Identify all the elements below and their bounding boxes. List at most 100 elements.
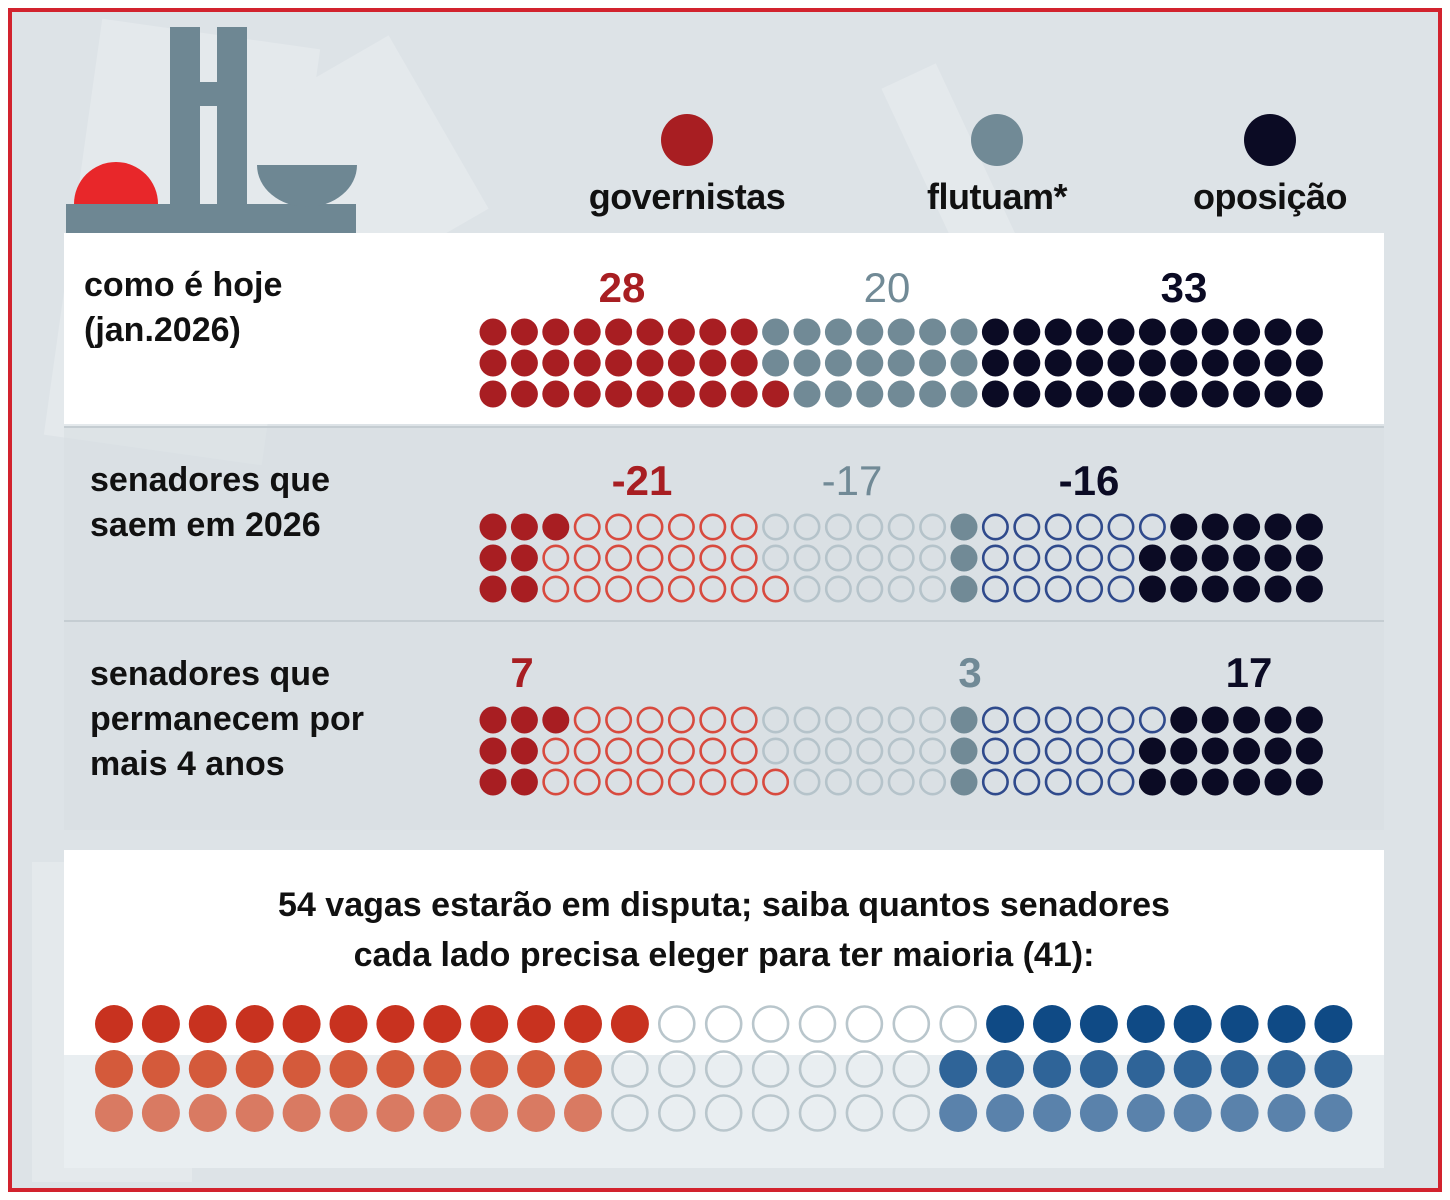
remaining-opo-seat-open xyxy=(1076,737,1104,765)
needed-governistas-seat xyxy=(564,1005,602,1043)
remaining-gov-seat xyxy=(510,706,538,734)
remaining-flu-seat-open xyxy=(919,737,947,765)
needed-oposicao-seat xyxy=(1267,1005,1306,1043)
needed-governistas-seat xyxy=(564,1050,602,1088)
remaining-opo-seat-open xyxy=(1076,768,1104,796)
current-gov-seat xyxy=(636,318,664,346)
remaining-opo-seat-open xyxy=(1013,737,1041,765)
current-opo-seat xyxy=(1264,380,1292,408)
needed-governistas-seat xyxy=(235,1005,274,1043)
current-opo-seat xyxy=(1170,380,1198,408)
current-gov-seat xyxy=(667,318,695,346)
current-gov-seat xyxy=(573,318,601,346)
leaving-opo-seat-open xyxy=(1044,575,1072,603)
current-gov-seat xyxy=(699,349,727,377)
dispute-title-line: 54 vagas estarão em disputa; saiba quant… xyxy=(278,886,1170,924)
remaining-opo-seat xyxy=(1264,737,1292,765)
leaving-gov-seat-open xyxy=(730,544,758,572)
remaining-gov-seat-open xyxy=(605,737,633,765)
current-gov-seat xyxy=(573,349,601,377)
needed-governistas-seat xyxy=(470,1050,509,1088)
remaining-opo-seat xyxy=(1233,768,1261,796)
remaining-opo-seat-open xyxy=(981,737,1009,765)
leaving-flu-seat-open xyxy=(824,544,852,572)
remaining-opo-seat xyxy=(1233,706,1261,734)
current-flu-seat xyxy=(824,380,852,408)
leaving-gov-seat-open xyxy=(605,513,633,541)
remaining-flu-seat-open xyxy=(887,706,915,734)
needed-oposicao-seat xyxy=(1079,1050,1118,1088)
current-gov-seat xyxy=(730,318,758,346)
current-gov-seat xyxy=(636,380,664,408)
remaining-gov-seat-open xyxy=(542,768,570,796)
open-seat xyxy=(751,1094,790,1132)
leaving-opo-seat xyxy=(1295,544,1323,572)
needed-oposicao-seat xyxy=(939,1050,978,1088)
leaving-gov-seat xyxy=(510,513,538,541)
needed-governistas-seat xyxy=(188,1094,227,1132)
leaving-gov-seat-open xyxy=(762,575,790,603)
leaving-gov-seat-open xyxy=(542,544,570,572)
needed-oposicao-seat xyxy=(1126,1094,1165,1132)
open-seat xyxy=(892,1094,931,1132)
needed-governistas-seat xyxy=(517,1005,556,1043)
needed-oposicao-seat xyxy=(1173,1094,1212,1132)
leaving-flu-seat-open xyxy=(793,544,821,572)
leaving-opo-seat xyxy=(1201,544,1229,572)
open-seat xyxy=(798,1005,837,1043)
remaining-gov-seat-open xyxy=(636,768,664,796)
leaving-flu-seat-open xyxy=(856,513,884,541)
needed-oposicao-seat xyxy=(1220,1050,1259,1088)
open-seat xyxy=(657,1094,696,1132)
leaving-opo-seat xyxy=(1170,575,1198,603)
remaining-gov-seat xyxy=(510,768,538,796)
open-seat xyxy=(751,1005,790,1043)
leaving-opo-seat-open xyxy=(981,513,1009,541)
needed-governistas-seat xyxy=(470,1094,509,1132)
current-flu-seat xyxy=(856,318,884,346)
leaving-flu-seat-open xyxy=(793,513,821,541)
current-gov-seat xyxy=(605,349,633,377)
current-flu-seat xyxy=(793,349,821,377)
remaining-gov-seat-open xyxy=(636,706,664,734)
leaving-gov-seat-open xyxy=(730,513,758,541)
leaving-gov-seat-open xyxy=(667,544,695,572)
needed-governistas-seat xyxy=(329,1094,368,1132)
remaining-gov-seat-open xyxy=(542,737,570,765)
remaining-gov-seat-open xyxy=(699,737,727,765)
oposicao-dot-icon xyxy=(1244,114,1296,166)
remaining-opo-seat xyxy=(1264,768,1292,796)
current-gov-seat xyxy=(479,380,507,408)
leaving-opo-seat-open xyxy=(1044,513,1072,541)
needed-governistas-seat xyxy=(376,1005,415,1043)
current-oposicao-count: 33 xyxy=(1160,264,1208,311)
leaving-flu-seat-open xyxy=(856,544,884,572)
remaining-flu-seat xyxy=(950,768,978,796)
remaining-flu-seat-open xyxy=(824,706,852,734)
current-flutuam-count: 20 xyxy=(863,264,911,311)
current-gov-seat xyxy=(605,318,633,346)
row-label: como é hoje (jan.2026) xyxy=(84,263,282,353)
current-opo-seat xyxy=(1170,318,1198,346)
needed-governistas-seat xyxy=(470,1005,509,1043)
remaining-flu-seat-open xyxy=(856,737,884,765)
needed-governistas-seat xyxy=(329,1005,368,1043)
current-gov-seat xyxy=(667,349,695,377)
remaining-gov-seat-open xyxy=(667,768,695,796)
remaining-gov-seat xyxy=(510,737,538,765)
dispute-title-line: cada lado precisa eleger para ter maiori… xyxy=(353,936,1095,974)
remaining-opo-seat xyxy=(1170,737,1198,765)
governistas-dot-icon xyxy=(661,114,713,166)
leaving-flu-seat xyxy=(950,575,978,603)
needed-oposicao-seat xyxy=(1079,1094,1118,1132)
remaining-opo-seat-open xyxy=(1044,737,1072,765)
current-gov-seat xyxy=(510,349,538,377)
current-gov-seat xyxy=(605,380,633,408)
remaining-opo-seat-open xyxy=(981,768,1009,796)
current-gov-seat xyxy=(479,318,507,346)
legend-label: flutuam* xyxy=(927,176,1068,217)
remaining-gov-seat-open xyxy=(573,737,601,765)
needed-oposicao-seat xyxy=(1267,1050,1306,1088)
current-opo-seat xyxy=(1138,318,1166,346)
remaining-opo-seat-open xyxy=(1138,706,1166,734)
